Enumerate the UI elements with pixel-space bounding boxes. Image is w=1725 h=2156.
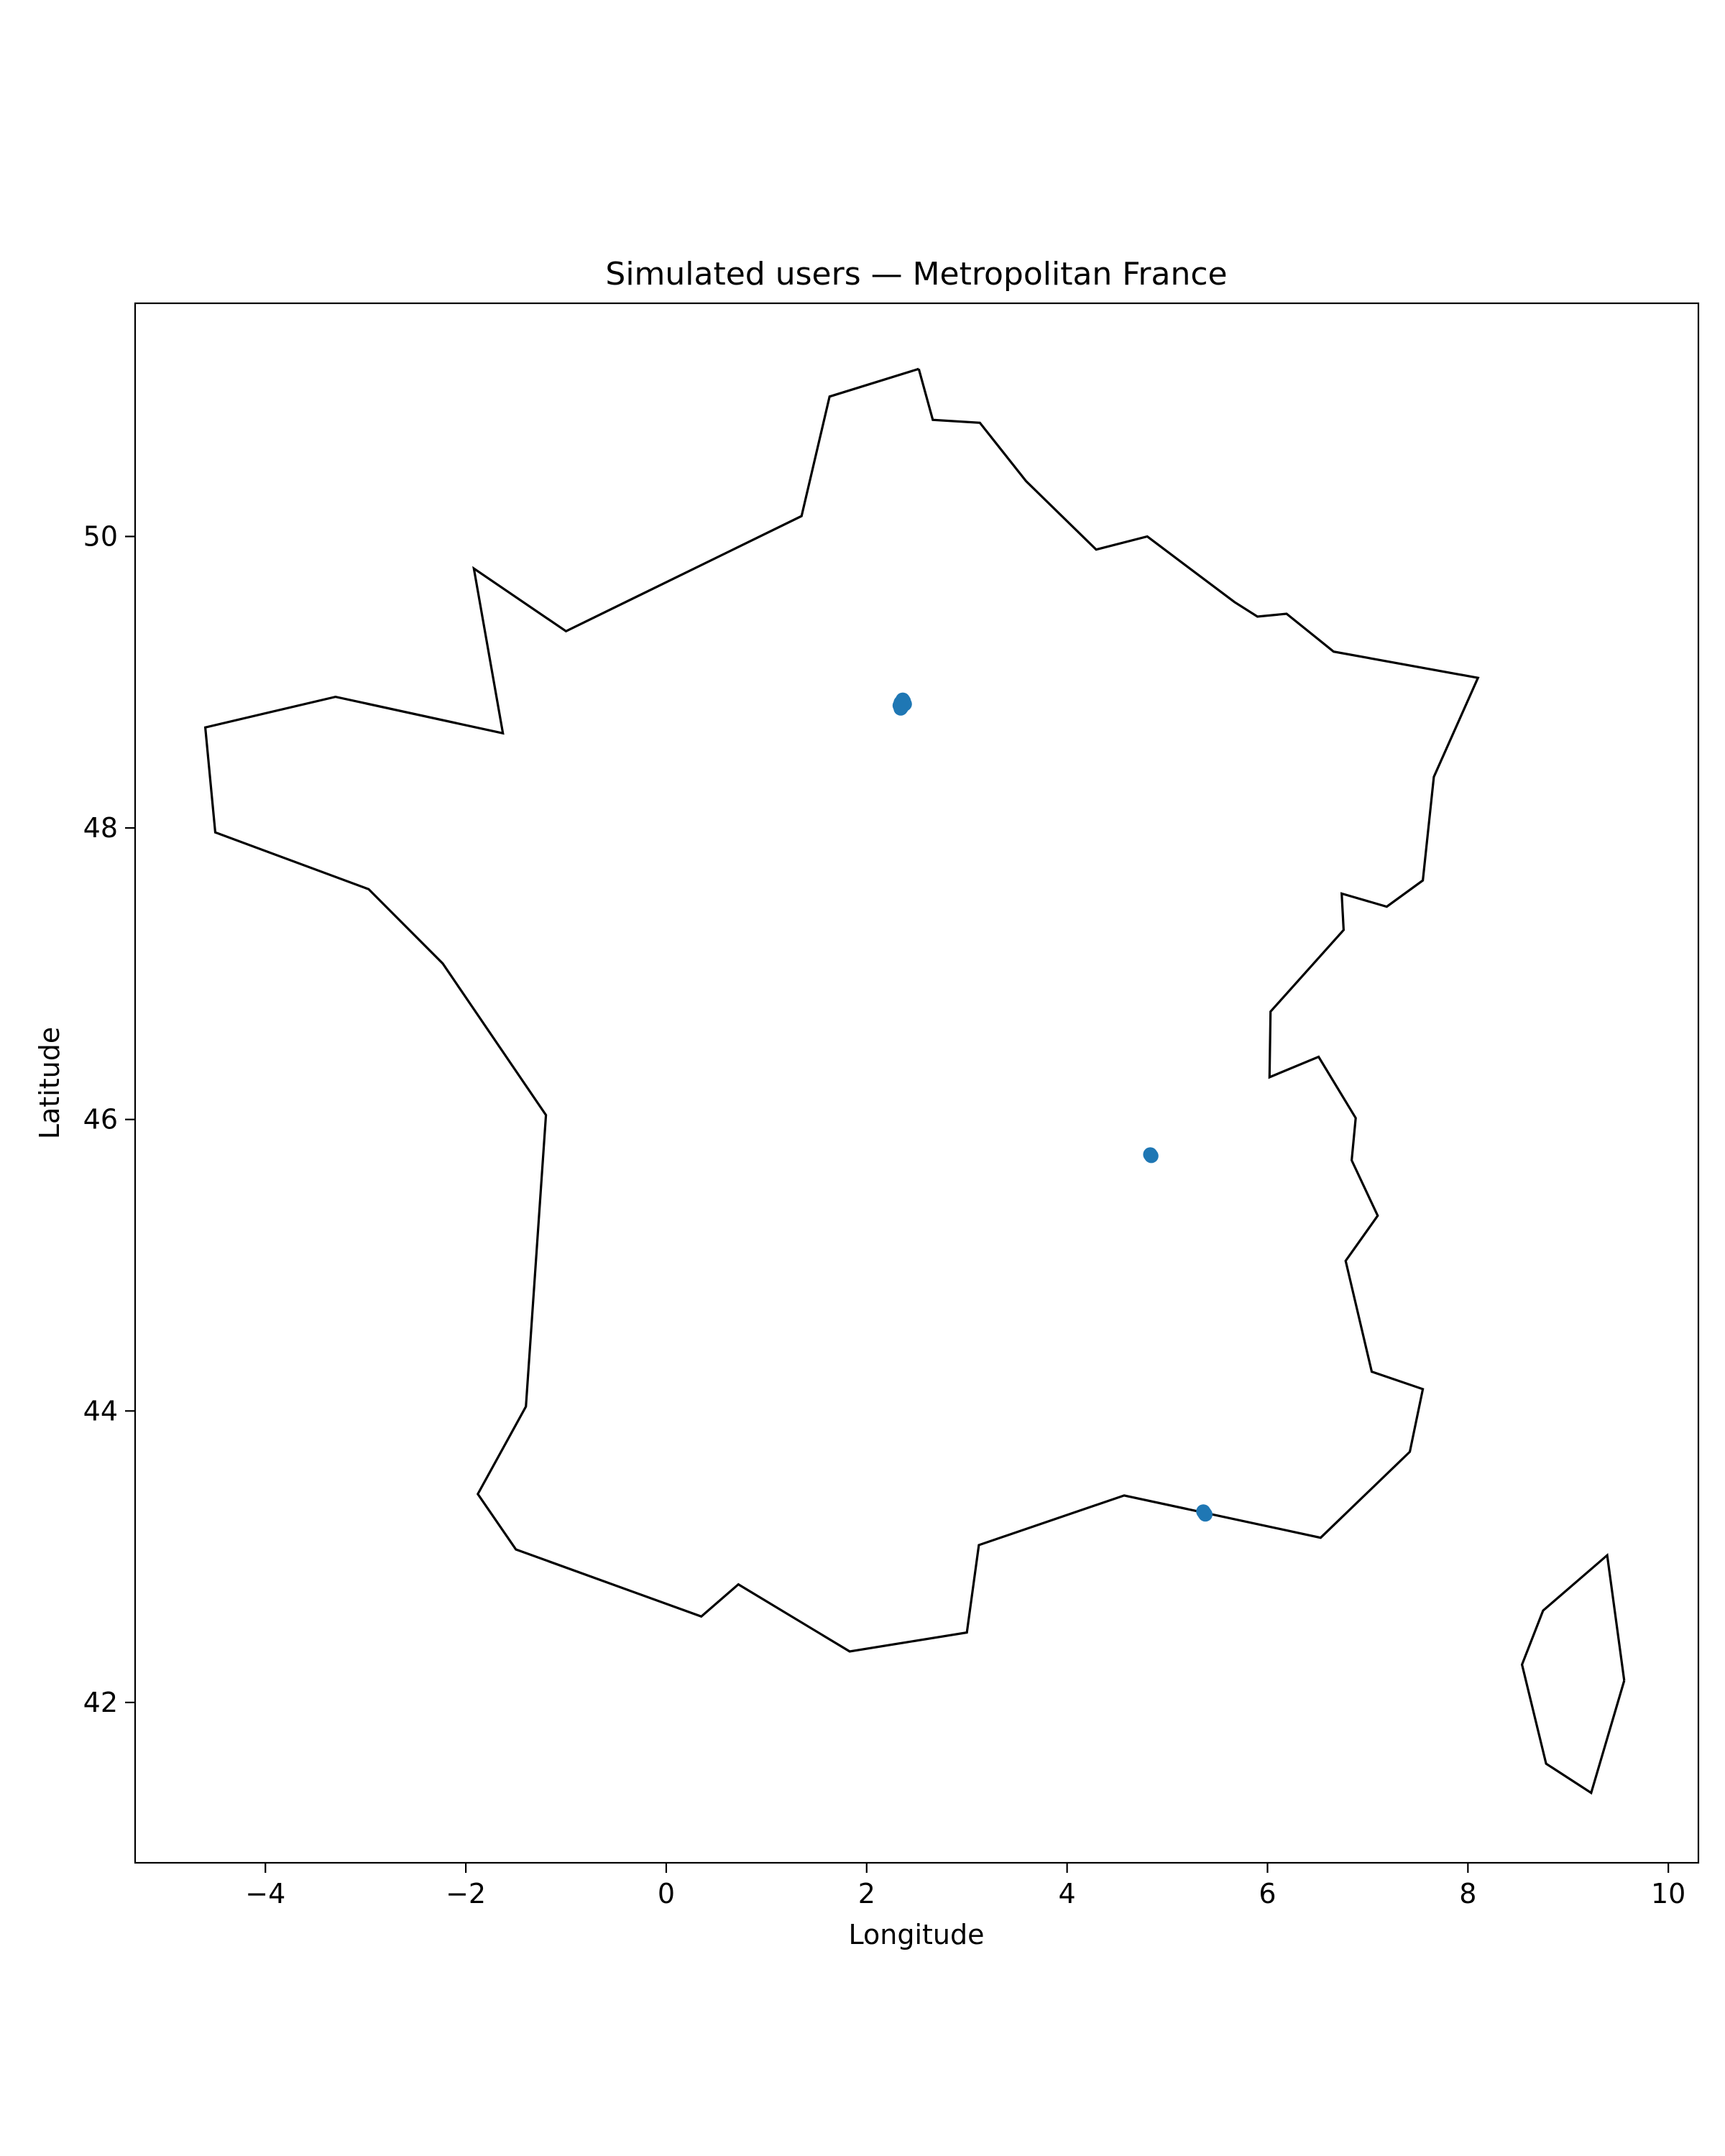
- x-tick-label: 8: [1459, 1878, 1476, 1909]
- y-tick-label: 42: [83, 1687, 118, 1718]
- x-tick-label: 4: [1059, 1878, 1076, 1909]
- user-point: [1196, 1504, 1211, 1519]
- y-axis: 42 44 46 48 50: [83, 520, 135, 1718]
- x-tick-label: 0: [658, 1878, 675, 1909]
- y-tick-label: 46: [83, 1104, 118, 1135]
- x-tick-label: −4: [245, 1878, 285, 1909]
- x-axis: −4 −2 0 2 4 6 8 10: [245, 1863, 1685, 1909]
- user-point: [1144, 1148, 1159, 1164]
- y-tick-label: 50: [83, 520, 118, 552]
- chart-title: Simulated users — Metropolitan France: [605, 256, 1227, 292]
- mainland-outline: [203, 367, 1480, 1653]
- plot-frame: [134, 302, 1700, 1864]
- y-axis-label: Latitude: [34, 1027, 65, 1139]
- point-layer: [892, 692, 1213, 1522]
- x-tick-label: −2: [446, 1878, 486, 1909]
- x-tick-label: 2: [858, 1878, 875, 1909]
- outline-layer: [203, 367, 1626, 1795]
- user-point: [893, 701, 908, 716]
- x-tick-label: 10: [1651, 1878, 1685, 1909]
- x-axis-label: Longitude: [849, 1919, 985, 1950]
- x-tick-label: 6: [1259, 1878, 1276, 1909]
- island-outline: [1520, 1552, 1626, 1795]
- y-tick-label: 44: [83, 1395, 118, 1427]
- y-tick-label: 48: [83, 812, 118, 844]
